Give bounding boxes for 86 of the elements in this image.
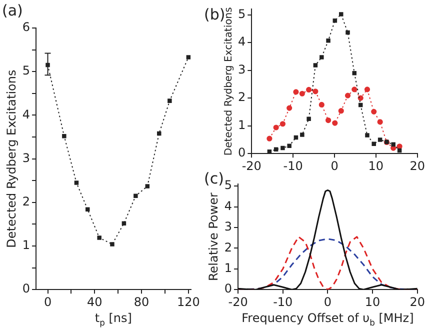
point [273,124,279,130]
point [372,142,376,146]
point [266,136,272,142]
point [134,194,138,198]
y-tick-label: 2 [238,90,246,104]
point [287,144,292,148]
point [97,236,102,240]
point [313,63,318,68]
point [294,135,298,140]
x-tick-label: 120 [176,294,200,309]
y-tick-label: 2 [22,194,30,209]
y-axis-title: Detected Rydberg Excitations [4,70,18,248]
point [306,86,312,93]
x-tick-label: 0 [330,158,338,173]
y-tick-label: 3 [238,62,246,76]
y-tick-label: 3 [22,150,30,165]
y-tick-label: 1 [224,261,232,276]
point [122,221,126,226]
x-tick-label: 0 [44,294,52,309]
point [364,86,370,92]
chart-title: (c) [204,169,224,188]
point [339,12,344,16]
point [378,138,382,142]
x-tick-label: 10 [368,158,384,173]
point [168,98,172,103]
x-tick-label: 0 [324,294,332,309]
point [62,134,66,138]
point [344,92,351,98]
point [74,180,79,185]
y-axis-title: Relative Power [206,192,220,282]
y-tick-label: 0 [22,282,30,296]
point [332,120,338,126]
point [300,132,304,137]
point [312,88,318,94]
y-axis-title: Detected Rydberg Excitations [224,7,235,156]
point [156,131,162,136]
point [280,146,285,150]
point [391,142,396,147]
y-tick-label: 4 [22,107,30,122]
point [299,90,305,96]
x-tick-label: 80 [134,294,150,309]
x-tick-label: 10 [364,294,380,309]
point [274,147,278,152]
y-tick-label: 4 [238,34,246,49]
y-tick-label: 4 [224,198,232,213]
x-tick-label: 20 [410,158,426,173]
y-tick-label: 2 [224,240,232,254]
point [371,108,377,114]
y-tick-label: 1 [238,118,246,132]
point [358,102,363,108]
point [326,38,330,43]
point [397,148,402,153]
point [85,207,90,212]
point [377,119,383,125]
y-tick-label: 0 [224,282,232,296]
x-tick-label: 20 [410,294,426,309]
point [110,242,114,246]
x-tick-label: -20 [228,294,248,309]
y-tick-label: 5 [22,64,30,78]
y-tick-label: 1 [22,238,30,252]
x-tick-label: 40 [87,294,102,309]
point [286,105,292,111]
point [320,55,324,60]
chart-title: (a) [2,1,23,20]
x-tick-label: -10 [283,158,303,173]
x-tick-label: -20 [242,158,262,173]
y-tick-label: 5 [238,6,246,21]
x-tick-label: -10 [273,294,293,309]
point [280,121,286,127]
chart-title: (b) [204,5,226,24]
y-tick-label: 0 [238,146,246,160]
point [352,86,358,92]
point [145,184,150,188]
point [293,89,299,95]
point [352,70,357,76]
point [332,18,338,23]
point [325,117,332,124]
y-tick-label: 3 [224,220,232,234]
point [318,102,324,108]
point [338,108,344,114]
y-tick-label: 6 [22,20,30,34]
point [346,30,350,35]
point [186,55,191,60]
y-tick-label: 5 [224,178,232,192]
point [365,133,370,138]
point [306,116,311,122]
